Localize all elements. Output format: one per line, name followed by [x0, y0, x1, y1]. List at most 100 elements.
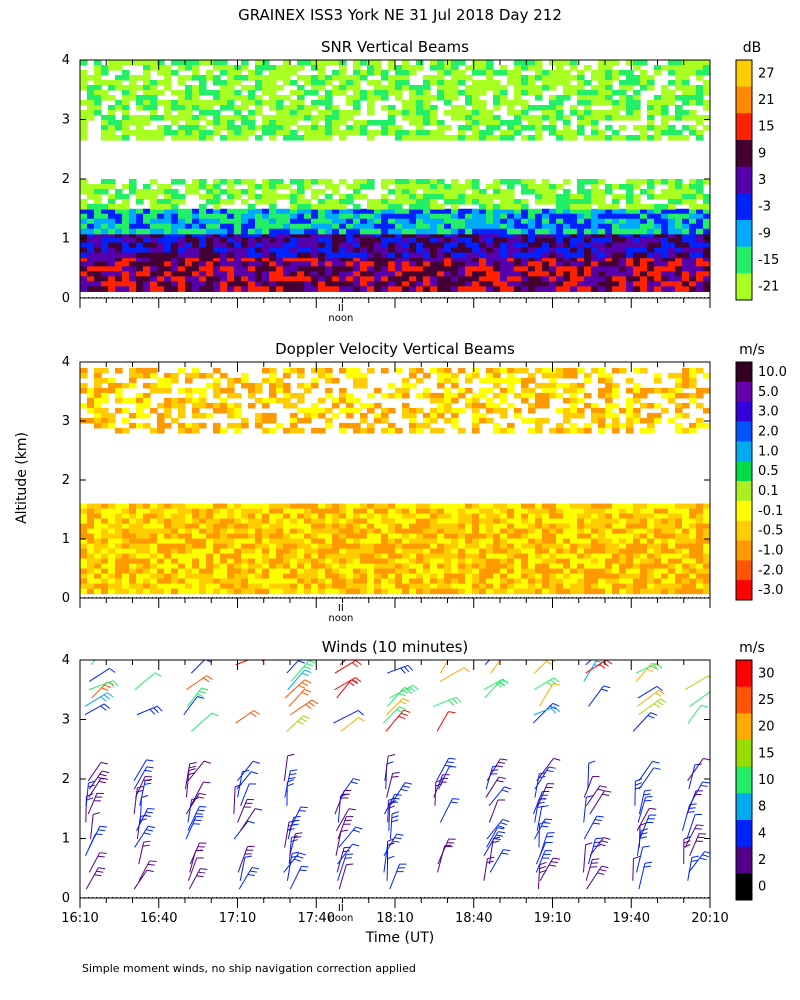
heatmap-cell	[500, 553, 508, 560]
heatmap-cell	[612, 271, 620, 277]
heatmap-cell	[682, 95, 690, 101]
heatmap-cell	[654, 573, 662, 580]
heatmap-cell	[374, 533, 382, 540]
heatmap-cell	[276, 538, 284, 545]
heatmap-cell	[486, 184, 494, 190]
heatmap-cell	[640, 228, 648, 235]
heatmap-cell	[668, 281, 676, 287]
heatmap-cell	[283, 578, 291, 585]
heatmap-cell	[682, 588, 690, 595]
heatmap-cell	[479, 533, 487, 540]
heatmap-cell	[549, 199, 557, 205]
heatmap-cell	[465, 228, 473, 235]
heatmap-cell	[318, 252, 326, 259]
heatmap-cell	[171, 120, 179, 126]
heatmap-cell	[500, 256, 508, 262]
heatmap-cell	[388, 208, 396, 215]
heatmap-cell	[570, 213, 578, 220]
heatmap-cell	[423, 513, 431, 520]
heatmap-cell	[129, 208, 137, 215]
heatmap-cell	[157, 286, 165, 292]
heatmap-cell	[563, 194, 571, 200]
heatmap-cell	[297, 242, 305, 249]
heatmap-cell	[157, 548, 165, 555]
heatmap-cell	[507, 367, 515, 374]
heatmap-cell	[682, 184, 690, 190]
heatmap-cell	[283, 513, 291, 520]
heatmap-cell	[346, 392, 354, 399]
heatmap-cell	[416, 125, 424, 131]
heatmap-cell	[374, 242, 382, 249]
heatmap-cell	[129, 75, 137, 81]
heatmap-cell	[542, 232, 550, 239]
heatmap-cell	[577, 85, 585, 91]
heatmap-cell	[703, 232, 710, 239]
heatmap-cell	[227, 105, 235, 111]
heatmap-cell	[640, 189, 648, 195]
heatmap-cell	[598, 256, 606, 262]
heatmap-cell	[472, 218, 480, 225]
heatmap-cell	[458, 563, 466, 570]
heatmap-cell	[402, 194, 410, 200]
heatmap-cell	[521, 242, 529, 249]
heatmap-cell	[241, 578, 249, 585]
heatmap-cell	[493, 578, 501, 585]
heatmap-cell	[234, 276, 242, 282]
heatmap-cell	[129, 553, 137, 560]
heatmap-cell	[157, 276, 165, 282]
heatmap-cell	[668, 578, 676, 585]
heatmap-cell	[360, 75, 368, 81]
heatmap-cell	[269, 538, 277, 545]
heatmap-cell	[157, 281, 165, 287]
heatmap-cell	[332, 90, 340, 96]
heatmap-cell	[619, 223, 627, 230]
heatmap-cell	[633, 588, 641, 595]
heatmap-cell	[94, 80, 102, 86]
heatmap-cell	[542, 237, 550, 244]
heatmap-cell	[129, 286, 137, 292]
heatmap-cell	[150, 194, 158, 200]
heatmap-cell	[136, 60, 144, 66]
heatmap-cell	[269, 508, 277, 515]
heatmap-cell	[486, 281, 494, 287]
heatmap-cell	[640, 266, 648, 272]
heatmap-cell	[178, 232, 186, 239]
heatmap-cell	[521, 261, 529, 267]
heatmap-cell	[248, 208, 256, 215]
heatmap-cell	[150, 573, 158, 580]
heatmap-cell	[80, 543, 88, 550]
heatmap-cell	[318, 65, 326, 71]
heatmap-cell	[290, 563, 298, 570]
colorbar-label: 21	[758, 93, 775, 108]
heatmap-cell	[584, 276, 592, 282]
heatmap-cell	[388, 543, 396, 550]
heatmap-cell	[703, 70, 710, 76]
heatmap-cell	[178, 110, 186, 116]
heatmap-cell	[269, 523, 277, 530]
heatmap-cell	[626, 247, 634, 254]
heatmap-cell	[430, 208, 438, 215]
heatmap-cell	[409, 105, 417, 111]
heatmap-cell	[388, 538, 396, 545]
heatmap-cell	[360, 208, 368, 215]
heatmap-cell	[493, 80, 501, 86]
heatmap-cell	[353, 563, 361, 570]
heatmap-cell	[374, 223, 382, 230]
heatmap-cell	[248, 286, 256, 292]
heatmap-cell	[689, 513, 697, 520]
heatmap-cell	[500, 85, 508, 91]
heatmap-cell	[465, 281, 473, 287]
heatmap-cell	[626, 194, 634, 200]
heatmap-cell	[605, 528, 613, 535]
heatmap-cell	[388, 199, 396, 205]
heatmap-cell	[416, 276, 424, 282]
heatmap-cell	[430, 95, 438, 101]
heatmap-cell	[444, 85, 452, 91]
heatmap-cell	[255, 588, 263, 595]
heatmap-cell	[591, 100, 599, 106]
heatmap-cell	[689, 518, 697, 525]
heatmap-cell	[178, 367, 186, 374]
heatmap-cell	[605, 583, 613, 590]
heatmap-cell	[542, 528, 550, 535]
heatmap-cell	[500, 387, 508, 394]
